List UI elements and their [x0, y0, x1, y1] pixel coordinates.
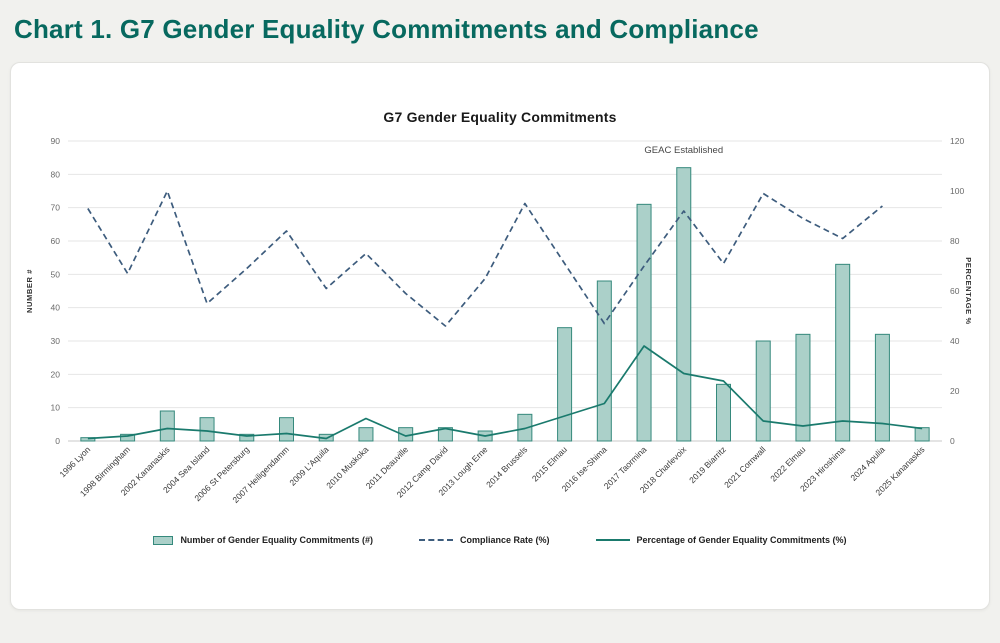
legend-label: Number of Gender Equality Commitments (#… — [180, 535, 373, 545]
chart-canvas: 0 10 20 30 40 50 60 70 80 90 0 20 40 60 80 100 120 1996 L… — [25, 136, 973, 505]
x-axis-category-label: 2024 Apulia — [848, 444, 887, 483]
legend-label: Compliance Rate (%) — [459, 535, 550, 545]
left-axis-tick-label: 70 — [51, 203, 61, 213]
right-axis-tick-label: 80 — [950, 236, 960, 246]
right-axis-tick-label: 40 — [950, 336, 960, 346]
right-axis-title: PERCENTAGE % — [964, 257, 973, 325]
bar — [120, 433, 136, 442]
compliance-line — [87, 190, 883, 327]
legend-label: Percentage of Gender Equality Commitment… — [636, 535, 847, 545]
right-axis-tick-label: 120 — [950, 136, 964, 146]
right-axis-tick-label: 60 — [950, 286, 960, 296]
left-axis-tick-label: 60 — [51, 236, 61, 246]
chart-legend: Number of Gender Equality Commitments (#… — [11, 535, 989, 545]
bar — [795, 333, 811, 442]
bar — [557, 327, 573, 442]
bar — [239, 433, 255, 442]
bar — [716, 383, 731, 442]
right-axis-tick-label: 20 — [950, 386, 960, 396]
bar — [199, 417, 215, 442]
legend-item-2: Percentage of Gender Equality Commitment… — [595, 535, 847, 545]
chart-card: G7 Gender Equality Commitments 0 10 20 30 40… — [10, 62, 990, 610]
chart-title: G7 Gender Equality Commitments — [383, 109, 617, 125]
right-axis-tick-label: 100 — [950, 186, 964, 196]
left-axis-tick-label: 0 — [55, 436, 60, 446]
left-axis-tick-label: 40 — [51, 303, 61, 313]
left-axis-tick-label: 30 — [51, 336, 61, 346]
legend-item-0: Number of Gender Equality Commitments (#… — [153, 535, 373, 545]
right-axis-tick-label: 0 — [950, 436, 955, 446]
left-axis-tick-label: 90 — [51, 136, 61, 146]
left-axis-tick-label: 20 — [51, 369, 61, 379]
percentage-line — [87, 345, 923, 440]
bar — [755, 340, 771, 442]
legend-swatch — [595, 539, 630, 541]
bar — [279, 417, 294, 442]
bar — [874, 333, 890, 442]
left-axis-tick-label: 10 — [51, 403, 61, 413]
legend-item-1: Compliance Rate (%) — [418, 535, 550, 545]
x-axis-category-label: 1996 Lyon — [57, 444, 92, 479]
left-axis-title: NUMBER # — [25, 269, 34, 313]
legend-swatch — [153, 535, 174, 545]
x-axis-category-label: 2022 Elmau — [768, 444, 807, 483]
x-axis-category-label: 2021 Cornwall — [722, 444, 768, 490]
bar — [159, 410, 175, 442]
bar — [835, 263, 851, 442]
geac-annotation: GEAC Established — [644, 145, 723, 156]
x-axis-category-label: 2009 L'Aquila — [287, 444, 331, 488]
bar — [676, 167, 692, 442]
page-title: Chart 1. G7 Gender Equality Commitments … — [14, 14, 759, 44]
legend-swatch — [418, 539, 453, 541]
x-axis-category-label: 2015 Elmau — [530, 444, 569, 483]
left-axis-tick-label: 50 — [51, 269, 61, 279]
bar — [636, 203, 652, 442]
bar — [358, 427, 374, 442]
bar — [914, 427, 930, 442]
left-axis-tick-label: 80 — [51, 169, 61, 179]
bar — [596, 280, 612, 442]
x-axis-category-label: 2019 Biarritz — [687, 444, 728, 485]
x-axis-category-label: 2014 Brussels — [484, 444, 529, 489]
